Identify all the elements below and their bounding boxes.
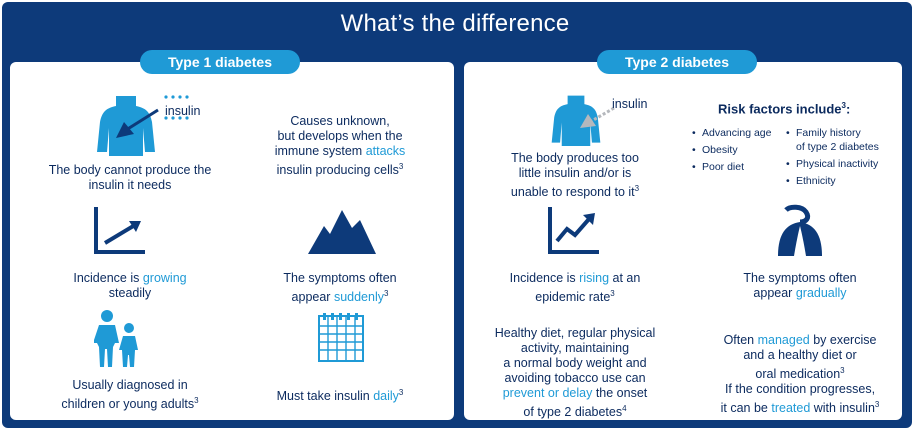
type1-symptoms-text: The symptoms often appear suddenly3: [283, 271, 397, 305]
type1-produce-text: The body cannot produce the insulin it ne…: [48, 163, 212, 192]
risk-factors-title: Risk factors include3:: [718, 101, 851, 117]
risk-factor-item: Obesity: [692, 143, 771, 157]
risk-factor-item: Poor diet: [692, 160, 771, 174]
rising-chart-icon: [548, 207, 599, 254]
type1-heading: Type 1 diabetes: [140, 50, 300, 74]
risk-factor-item: Ethnicity: [786, 174, 879, 188]
type2-produce-text: The body produces too little insulin and…: [510, 151, 640, 200]
growth-chart-icon: [94, 207, 145, 254]
mountains-icon: [308, 210, 376, 254]
calendar-icon: [318, 313, 364, 362]
type2-heading: Type 2 diabetes: [597, 50, 757, 74]
type1-insulin-daily-text: Must take insulin daily3: [276, 388, 404, 404]
type1-causes-text: Causes unknown, but develops when the im…: [274, 114, 406, 178]
risk-factors-list-1: Advancing age Obesity Poor diet: [692, 126, 771, 177]
risk-factor-item: Advancing age: [692, 126, 771, 140]
children-icon: [94, 310, 138, 367]
type2-healthy-text: Healthy diet, regular physical activity,…: [494, 326, 656, 420]
type1-diagnosed-text: Usually diagnosed in children or young a…: [61, 378, 199, 412]
insulin-arrow-icon-type2: [580, 106, 615, 128]
type2-symptoms-text: The symptoms often appear gradually: [743, 271, 857, 300]
type2-insulin-label: insulin: [612, 97, 648, 111]
insulin-arrow-icon: [116, 108, 159, 138]
type2-managed-text: Often managed by exercise and a healthy …: [720, 333, 880, 416]
insulin-dots-icon: [164, 95, 189, 120]
type2-incidence-text: Incidence is rising at an epidemic rate3: [509, 271, 641, 305]
page-title: What’s the difference: [340, 10, 570, 37]
road-hill-icon: [778, 204, 822, 256]
type2-panel: [464, 62, 902, 420]
risk-factor-item: Physical inactivity: [786, 157, 879, 171]
type1-incidence-text: Incidence is growing steadily: [73, 271, 187, 300]
body-icon-type2: [551, 95, 601, 146]
type1-insulin-label: insulin: [165, 104, 201, 118]
type1-panel: [10, 62, 454, 420]
